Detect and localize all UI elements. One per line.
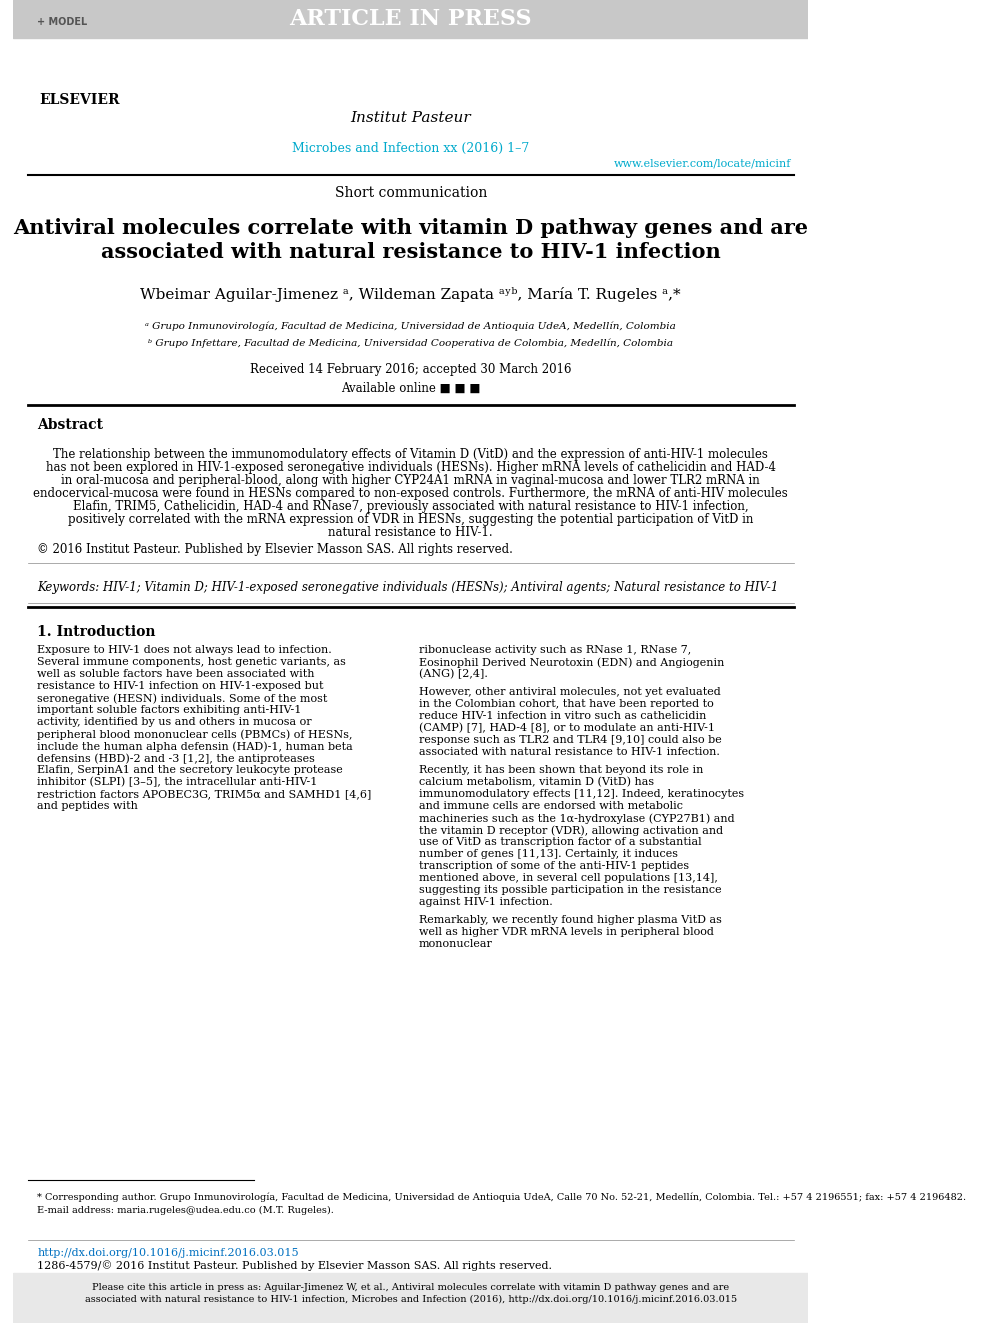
- Text: 1286-4579/© 2016 Institut Pasteur. Published by Elsevier Masson SAS. All rights : 1286-4579/© 2016 Institut Pasteur. Publi…: [37, 1259, 553, 1271]
- Text: and immune cells are endorsed with metabolic: and immune cells are endorsed with metab…: [419, 800, 682, 811]
- Text: 1. Introduction: 1. Introduction: [37, 624, 156, 639]
- Text: defensins (HBD)-2 and -3 [1,2], the antiproteases: defensins (HBD)-2 and -3 [1,2], the anti…: [37, 753, 315, 763]
- Text: include the human alpha defensin (HAD)-1, human beta: include the human alpha defensin (HAD)-1…: [37, 741, 353, 751]
- Text: use of VitD as transcription factor of a substantial: use of VitD as transcription factor of a…: [419, 837, 701, 847]
- Text: in oral-mucosa and peripheral-blood, along with higher CYP24A1 mRNA in vaginal-m: in oral-mucosa and peripheral-blood, alo…: [62, 474, 760, 487]
- Text: Available online ■ ■ ■: Available online ■ ■ ■: [341, 381, 480, 394]
- Text: resistance to HIV-1 infection on HIV-1-exposed but: resistance to HIV-1 infection on HIV-1-e…: [37, 681, 323, 691]
- Text: suggesting its possible participation in the resistance: suggesting its possible participation in…: [419, 885, 721, 894]
- Text: has not been explored in HIV-1-exposed seronegative individuals (HESNs). Higher : has not been explored in HIV-1-exposed s…: [46, 460, 776, 474]
- Text: associated with natural resistance to HIV-1 infection, Microbes and Infection (2: associated with natural resistance to HI…: [84, 1295, 737, 1304]
- Text: E-mail address: maria.rugeles@udea.edu.co (M.T. Rugeles).: E-mail address: maria.rugeles@udea.edu.c…: [37, 1207, 334, 1215]
- Text: important soluble factors exhibiting anti-HIV-1: important soluble factors exhibiting ant…: [37, 705, 302, 714]
- Bar: [13, 0, 808, 38]
- Text: ᵇ Grupo Infettare, Facultad de Medicina, Universidad Cooperativa de Colombia, Me: ᵇ Grupo Infettare, Facultad de Medicina,…: [148, 339, 674, 348]
- Text: peripheral blood mononuclear cells (PBMCs) of HESNs,: peripheral blood mononuclear cells (PBMC…: [37, 729, 352, 740]
- Text: (ANG) [2,4].: (ANG) [2,4].: [419, 669, 488, 679]
- Text: However, other antiviral molecules, not yet evaluated: However, other antiviral molecules, not …: [419, 687, 720, 697]
- Text: Recently, it has been shown that beyond its role in: Recently, it has been shown that beyond …: [419, 765, 703, 775]
- Text: Several immune components, host genetic variants, as: Several immune components, host genetic …: [37, 658, 346, 667]
- Text: The relationship between the immunomodulatory effects of Vitamin D (VitD) and th: The relationship between the immunomodul…: [54, 448, 768, 460]
- Text: activity, identified by us and others in mucosa or: activity, identified by us and others in…: [37, 717, 311, 728]
- Text: the vitamin D receptor (VDR), allowing activation and: the vitamin D receptor (VDR), allowing a…: [419, 826, 723, 836]
- Text: number of genes [11,13]. Certainly, it induces: number of genes [11,13]. Certainly, it i…: [419, 849, 678, 859]
- Text: http://dx.doi.org/10.1016/j.micinf.2016.03.015: http://dx.doi.org/10.1016/j.micinf.2016.…: [37, 1248, 299, 1258]
- Text: www.elsevier.com/locate/micinf: www.elsevier.com/locate/micinf: [614, 157, 792, 168]
- Text: calcium metabolism, vitamin D (VitD) has: calcium metabolism, vitamin D (VitD) has: [419, 777, 654, 787]
- Text: Wbeimar Aguilar-Jimenez ᵃ, Wildeman Zapata ᵃʸᵇ, María T. Rugeles ᵃ,*: Wbeimar Aguilar-Jimenez ᵃ, Wildeman Zapa…: [141, 287, 682, 303]
- Text: against HIV-1 infection.: against HIV-1 infection.: [419, 897, 553, 908]
- Text: response such as TLR2 and TLR4 [9,10] could also be: response such as TLR2 and TLR4 [9,10] co…: [419, 736, 721, 745]
- Text: ribonuclease activity such as RNase 1, RNase 7,: ribonuclease activity such as RNase 1, R…: [419, 646, 691, 655]
- Text: and peptides with: and peptides with: [37, 800, 138, 811]
- Text: well as soluble factors have been associated with: well as soluble factors have been associ…: [37, 669, 314, 679]
- Text: (CAMP) [7], HAD-4 [8], or to modulate an anti-HIV-1: (CAMP) [7], HAD-4 [8], or to modulate an…: [419, 722, 715, 733]
- Text: Elafin, SerpinA1 and the secretory leukocyte protease: Elafin, SerpinA1 and the secretory leuko…: [37, 765, 343, 775]
- Text: endocervical-mucosa were found in HESNs compared to non-exposed controls. Furthe: endocervical-mucosa were found in HESNs …: [34, 487, 788, 500]
- Text: mentioned above, in several cell populations [13,14],: mentioned above, in several cell populat…: [419, 873, 717, 882]
- Bar: [13, 1273, 808, 1323]
- Text: Received 14 February 2016; accepted 30 March 2016: Received 14 February 2016; accepted 30 M…: [250, 364, 571, 377]
- Text: Keywords: HIV-1; Vitamin D; HIV-1-exposed seronegative individuals (HESNs); Anti: Keywords: HIV-1; Vitamin D; HIV-1-expose…: [37, 581, 779, 594]
- Text: * Corresponding author. Grupo Inmunovirología, Facultad de Medicina, Universidad: * Corresponding author. Grupo Inmunoviro…: [37, 1192, 966, 1201]
- Text: positively correlated with the mRNA expression of VDR in HESNs, suggesting the p: positively correlated with the mRNA expr…: [68, 513, 754, 527]
- Text: Abstract: Abstract: [37, 418, 103, 433]
- Text: in the Colombian cohort, that have been reported to: in the Colombian cohort, that have been …: [419, 699, 713, 709]
- Bar: [28, 65, 132, 160]
- Text: Elafin, TRIM5, Cathelicidin, HAD-4 and RNase7, previously associated with natura: Elafin, TRIM5, Cathelicidin, HAD-4 and R…: [73, 500, 749, 513]
- Text: Microbes and Infection xx (2016) 1–7: Microbes and Infection xx (2016) 1–7: [292, 142, 530, 155]
- Text: natural resistance to HIV-1.: natural resistance to HIV-1.: [328, 527, 493, 538]
- Text: Exposure to HIV-1 does not always lead to infection.: Exposure to HIV-1 does not always lead t…: [37, 646, 332, 655]
- Text: Eosinophil Derived Neurotoxin (EDN) and Angiogenin: Eosinophil Derived Neurotoxin (EDN) and …: [419, 658, 724, 668]
- Text: restriction factors APOBEC3G, TRIM5α and SAMHD1 [4,6]: restriction factors APOBEC3G, TRIM5α and…: [37, 789, 372, 799]
- Text: ᵃ Grupo Inmunovirología, Facultad de Medicina, Universidad de Antioquia UdeA, Me: ᵃ Grupo Inmunovirología, Facultad de Med…: [146, 321, 677, 331]
- Text: machineries such as the 1α-hydroxylase (CYP27B1) and: machineries such as the 1α-hydroxylase (…: [419, 814, 734, 823]
- Text: Short communication: Short communication: [334, 187, 487, 200]
- Text: + MODEL: + MODEL: [37, 17, 87, 26]
- Text: Please cite this article in press as: Aguilar-Jimenez W, et al., Antiviral molec: Please cite this article in press as: Ag…: [92, 1283, 729, 1293]
- Text: inhibitor (SLPI) [3–5], the intracellular anti-HIV-1: inhibitor (SLPI) [3–5], the intracellula…: [37, 777, 317, 787]
- Text: ARTICLE IN PRESS: ARTICLE IN PRESS: [290, 8, 532, 30]
- Text: reduce HIV-1 infection in vitro such as cathelicidin: reduce HIV-1 infection in vitro such as …: [419, 710, 706, 721]
- Text: Remarkably, we recently found higher plasma VitD as: Remarkably, we recently found higher pla…: [419, 916, 721, 925]
- Text: mononuclear: mononuclear: [419, 939, 493, 949]
- Text: © 2016 Institut Pasteur. Published by Elsevier Masson SAS. All rights reserved.: © 2016 Institut Pasteur. Published by El…: [37, 542, 513, 556]
- Text: immunomodulatory effects [11,12]. Indeed, keratinocytes: immunomodulatory effects [11,12]. Indeed…: [419, 789, 744, 799]
- Text: ELSEVIER: ELSEVIER: [40, 93, 120, 107]
- Text: Institut Pasteur: Institut Pasteur: [350, 111, 471, 124]
- Text: associated with natural resistance to HIV-1 infection.: associated with natural resistance to HI…: [419, 747, 719, 757]
- Text: transcription of some of the anti-HIV-1 peptides: transcription of some of the anti-HIV-1 …: [419, 861, 688, 871]
- Text: associated with natural resistance to HIV-1 infection: associated with natural resistance to HI…: [101, 242, 720, 262]
- Text: Antiviral molecules correlate with vitamin D pathway genes and are: Antiviral molecules correlate with vitam…: [13, 218, 808, 238]
- Text: well as higher VDR mRNA levels in peripheral blood: well as higher VDR mRNA levels in periph…: [419, 927, 713, 937]
- Text: seronegative (HESN) individuals. Some of the most: seronegative (HESN) individuals. Some of…: [37, 693, 327, 704]
